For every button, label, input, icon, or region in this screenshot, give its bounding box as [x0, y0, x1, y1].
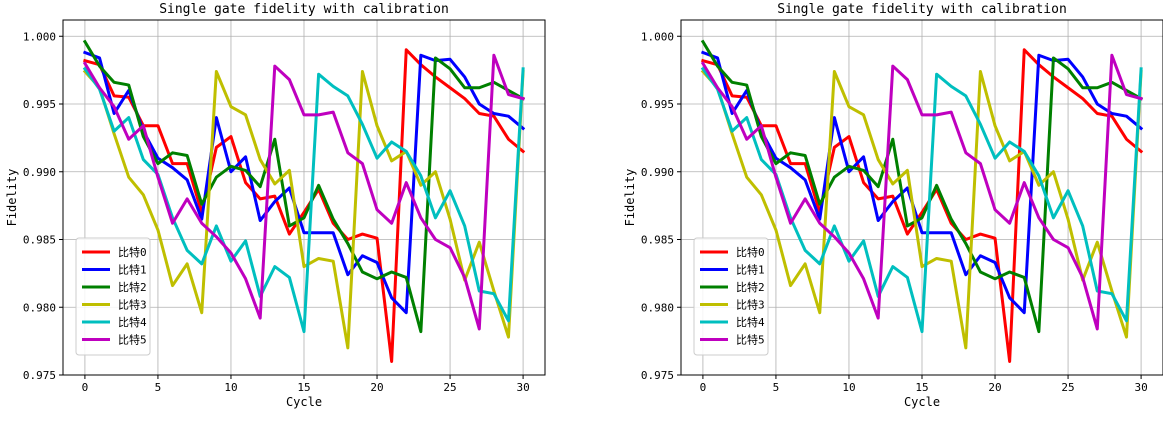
legend-label-3: 比特3 [118, 298, 147, 312]
legend-label-1: 比特1 [736, 263, 765, 277]
y-tick-label: 0.985 [641, 234, 674, 247]
y-tick-label: 0.975 [23, 369, 56, 382]
x-axis-label: Cycle [286, 395, 322, 409]
x-tick-label: 30 [1134, 381, 1147, 394]
legend-label-2: 比特2 [736, 280, 765, 294]
x-tick-label: 0 [82, 381, 89, 394]
x-tick-label: 15 [915, 381, 928, 394]
chart-panel-2: 0 5 10 15 20 25 30 0.975 0.980 0.985 0.990 0.995 1.0… [623, 2, 1163, 409]
y-tick-label: 0.980 [23, 301, 56, 314]
legend-label-1: 比特1 [118, 263, 147, 277]
y-tick-label: 1.000 [23, 30, 56, 43]
y-tick-label: 0.990 [23, 166, 56, 179]
x-tick-label: 30 [516, 381, 529, 394]
legend-label-3: 比特3 [736, 298, 765, 312]
legend: 比特0 比特1 比特2 比特3 比特4 比特5 [75, 237, 151, 356]
series-line-0 [701, 48, 1144, 363]
series-line-5 [700, 53, 1143, 331]
x-tick-label: 20 [988, 381, 1001, 394]
x-tick-label: 5 [155, 381, 162, 394]
y-tick-label: 0.995 [23, 98, 56, 111]
chart-panel-1: 0 5 10 15 20 25 30 0.975 0.980 0.985 0.990 0.995 1.0… [5, 2, 546, 409]
series-line-3 [82, 69, 525, 350]
legend-label-0: 比特0 [118, 245, 147, 259]
series-line-1 [82, 50, 526, 315]
legend-label-2: 比特2 [118, 280, 147, 294]
x-axis-label: Cycle [904, 395, 940, 409]
x-tick-label: 15 [297, 381, 310, 394]
series-line-2 [82, 39, 526, 334]
x-tick-label: 25 [443, 381, 456, 394]
series-line-1 [700, 50, 1144, 315]
legend: 比特0 比特1 比特2 比特3 比特4 比特5 [693, 237, 769, 356]
series-line-5 [82, 53, 525, 331]
series-line-2 [700, 39, 1144, 334]
legend-label-4: 比特4 [736, 315, 765, 329]
y-tick-label: 0.975 [641, 369, 674, 382]
x-tick-label: 0 [700, 381, 707, 394]
y-tick-label: 1.000 [641, 30, 674, 43]
y-axis-label: Fidelity [5, 169, 19, 227]
legend-box [75, 237, 151, 356]
y-tick-label: 0.985 [23, 234, 56, 247]
y-tick-label: 0.990 [641, 166, 674, 179]
y-tick-label: 0.995 [641, 98, 674, 111]
legend-label-0: 比特0 [736, 245, 765, 259]
series-line-3 [700, 69, 1143, 350]
legend-box [693, 237, 769, 356]
y-tick-label: 0.980 [641, 301, 674, 314]
legend-label-5: 比特5 [118, 333, 147, 347]
chart-title: Single gate fidelity with calibration [159, 2, 449, 17]
x-tick-label: 10 [224, 381, 237, 394]
legend-label-4: 比特4 [118, 315, 147, 329]
chart-title: Single gate fidelity with calibration [777, 2, 1067, 17]
y-axis-label: Fidelity [623, 169, 637, 227]
x-tick-label: 5 [773, 381, 780, 394]
x-tick-label: 25 [1061, 381, 1074, 394]
series-line-0 [83, 48, 526, 363]
x-tick-label: 20 [370, 381, 383, 394]
legend-label-5: 比特5 [736, 333, 765, 347]
x-tick-label: 10 [842, 381, 855, 394]
